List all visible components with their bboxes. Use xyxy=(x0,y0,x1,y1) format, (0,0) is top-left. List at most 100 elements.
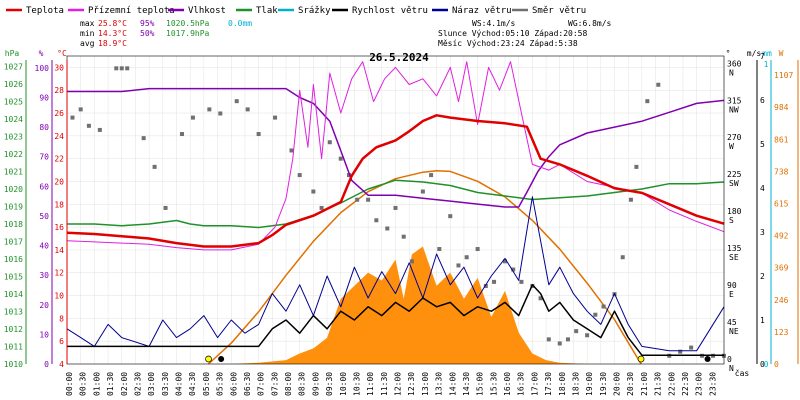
axis-precipitation-ticks: 01 xyxy=(764,60,769,369)
wind-direction-degree-label: 225 xyxy=(727,170,742,179)
legend-label-humidity: Vlhkost xyxy=(188,6,226,16)
wind-speed-tick-label: 2 xyxy=(760,272,765,281)
time-tick-label: 20:30 xyxy=(626,372,635,396)
pressure-tick-label: 1020 xyxy=(4,185,23,194)
pressure-tick-label: 1016 xyxy=(4,255,23,264)
wind-direction-point xyxy=(141,136,146,141)
wind-direction-compass-label: NE xyxy=(729,327,739,336)
wind-direction-point xyxy=(114,66,119,71)
pressure-tick-label: 1023 xyxy=(4,133,23,142)
legend-label-wind-gust: Náraz větru xyxy=(452,6,512,16)
wind-direction-point xyxy=(519,279,524,284)
chart-date: 26.5.2024 xyxy=(369,51,429,64)
wind-direction-point xyxy=(511,267,516,272)
wind-direction-point xyxy=(119,66,124,71)
wind-direction-point xyxy=(366,197,371,202)
axis-lines xyxy=(25,60,799,364)
temperature-tick-label: 20 xyxy=(54,177,64,186)
wind-direction-point xyxy=(234,99,239,104)
wind-direction-point xyxy=(546,337,551,342)
stats-max-pressure: 1020.5hPa xyxy=(166,19,210,28)
wind-direction-point xyxy=(475,247,480,252)
axis-unit-precipitation: mm xyxy=(762,49,772,58)
time-tick-label: 16:00 xyxy=(503,372,512,396)
wind-direction-compass-label: N xyxy=(729,364,734,373)
stats-max-temperature: 25.8°C xyxy=(98,19,127,28)
wind-direction-point xyxy=(256,132,261,137)
wind-direction-degree-label: 45 xyxy=(727,318,737,327)
time-tick-label: 19:30 xyxy=(599,372,608,396)
time-tick-label: 00:00 xyxy=(65,372,74,396)
solar-tick-label: 246 xyxy=(774,296,789,305)
precipitation-tick-label: 0 xyxy=(764,360,769,369)
solar-tick-label: 861 xyxy=(774,135,789,144)
series-naraz-vetru xyxy=(66,196,725,352)
wind-direction-point xyxy=(420,189,425,194)
moonrise-marker xyxy=(704,356,711,362)
wind-direction-point xyxy=(645,99,650,104)
wind-direction-degree-label: 0 xyxy=(727,355,732,364)
wind-direction-point xyxy=(125,66,130,71)
wind-speed-tick-label: 7 xyxy=(760,52,765,61)
series-line xyxy=(66,61,725,251)
solar-area xyxy=(67,246,724,364)
legend-label-ground-temperature: Přízemní teplota xyxy=(88,6,175,16)
wind-speed-tick-label: 1 xyxy=(760,316,765,325)
stats-min-pressure: 1017.9hPa xyxy=(166,29,210,38)
pressure-tick-label: 1025 xyxy=(4,98,23,107)
legend-label-pressure: Tlak xyxy=(256,6,278,16)
stats-max-humidity: 95% xyxy=(140,19,155,28)
series-line xyxy=(66,196,725,352)
wind-direction-point xyxy=(678,349,683,354)
wind-speed-tick-label: 3 xyxy=(760,228,765,237)
humidity-tick-label: 0 xyxy=(44,360,49,369)
humidity-tick-label: 70 xyxy=(39,153,49,162)
time-tick-label: 08:00 xyxy=(284,372,293,396)
axis-unit-pressure: hPa xyxy=(5,49,20,58)
axis-headers: hPa % °C ° m/s mm W čas xyxy=(5,49,784,378)
temperature-tick-label: 4 xyxy=(59,360,64,369)
wind-gust-max: WG:6.8m/s xyxy=(568,19,612,28)
wind-direction-point xyxy=(385,226,390,231)
wind-direction-point xyxy=(78,107,83,112)
humidity-tick-label: 80 xyxy=(39,123,49,132)
time-tick-label: 15:00 xyxy=(476,372,485,396)
time-tick-label: 18:30 xyxy=(571,372,580,396)
temperature-tick-label: 28 xyxy=(54,86,64,95)
series-line xyxy=(67,284,724,356)
wind-direction-point xyxy=(689,345,694,350)
time-tick-label: 10:00 xyxy=(339,372,348,396)
time-tick-label: 07:30 xyxy=(270,372,279,396)
axis-time-ticks: 00:00 00:30 01:00 01:30 02:00 02:30 03:00 03:30… xyxy=(65,372,717,396)
wind-direction-point xyxy=(538,296,543,301)
time-tick-label: 13:00 xyxy=(421,372,430,396)
series-tlak xyxy=(67,179,725,229)
wind-direction-point xyxy=(327,140,332,145)
series-line xyxy=(67,179,725,229)
wind-direction-compass-label: SW xyxy=(729,179,739,188)
wind-direction-compass-label: E xyxy=(729,290,734,299)
legend: Teplota Přízemní teplota Vlhkost Tlak Sr… xyxy=(6,6,586,16)
wind-speed-tick-label: 4 xyxy=(760,184,765,193)
wind-direction-point xyxy=(401,234,406,239)
precipitation-tick-label: 1 xyxy=(764,60,769,69)
wind-direction-point xyxy=(97,127,102,132)
wind-direction-degree-label: 180 xyxy=(727,207,742,216)
moonset-marker xyxy=(218,356,225,362)
solar-tick-label: 492 xyxy=(774,232,789,241)
wind-direction-point xyxy=(86,123,91,128)
axis-unit-temperature: °C xyxy=(57,49,67,58)
stats-avg-temperature: 18.9°C xyxy=(98,39,127,48)
time-tick-label: 18:00 xyxy=(558,372,567,396)
wind-direction-point xyxy=(190,115,195,120)
wind-direction-point xyxy=(245,107,250,112)
legend-item-temperature: Teplota xyxy=(6,6,64,16)
solar-tick-label: 123 xyxy=(774,328,789,337)
time-tick-label: 06:00 xyxy=(229,372,238,396)
wind-direction-point xyxy=(218,111,223,116)
time-tick-label: 07:00 xyxy=(257,372,266,396)
time-tick-label: 03:30 xyxy=(161,372,170,396)
time-tick-label: 16:30 xyxy=(517,372,526,396)
time-tick-label: 09:30 xyxy=(325,372,334,396)
